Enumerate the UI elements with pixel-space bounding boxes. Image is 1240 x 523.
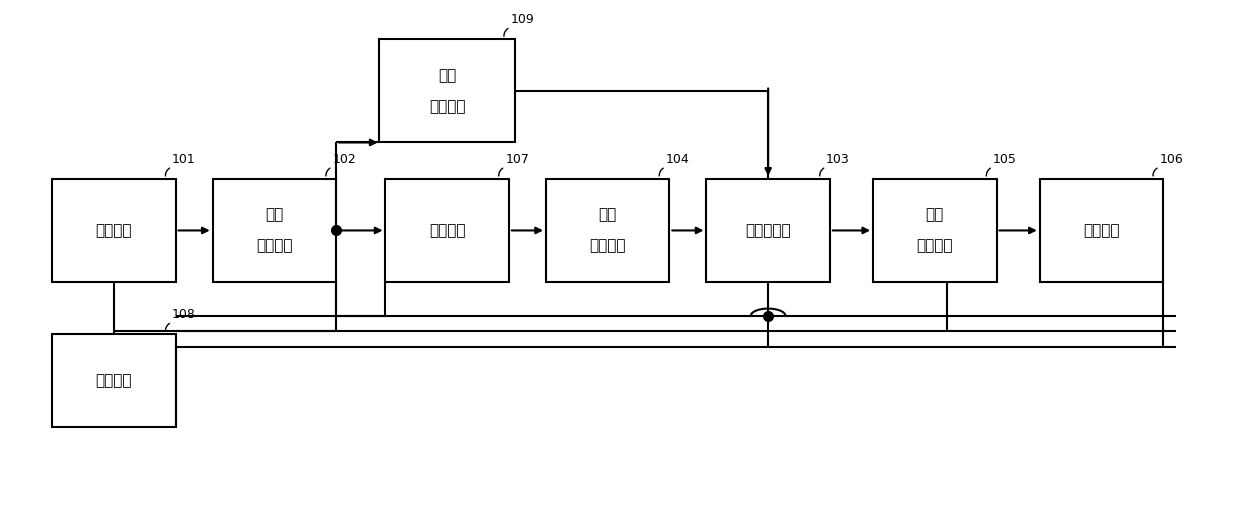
Text: 开关模块: 开关模块 [257,238,293,254]
Bar [212,179,336,282]
Bar [379,39,515,142]
Bar [873,179,997,282]
Text: 103: 103 [826,153,849,166]
Text: 控制模块: 控制模块 [95,373,133,388]
Text: 单向: 单向 [438,67,456,83]
Text: 第二: 第二 [925,208,944,222]
Bar [707,179,830,282]
Bar [546,179,670,282]
Bar [386,179,508,282]
Text: 105: 105 [993,153,1017,166]
Text: 109: 109 [511,13,534,26]
Text: 三相: 三相 [599,208,616,222]
Text: 108: 108 [172,308,196,321]
Text: 107: 107 [505,153,529,166]
Bar [52,334,176,427]
Text: 供电模块: 供电模块 [95,223,133,238]
Text: 动力电池: 动力电池 [1084,223,1120,238]
Text: 106: 106 [1159,153,1183,166]
Text: 开关模块: 开关模块 [916,238,954,254]
Text: 交流电机: 交流电机 [589,238,626,254]
Text: 导通模块: 导通模块 [429,99,465,114]
Bar [1039,179,1163,282]
Text: 第一: 第一 [265,208,284,222]
Text: 102: 102 [332,153,356,166]
Text: 104: 104 [666,153,689,166]
Text: 101: 101 [172,153,196,166]
Bar [52,179,176,282]
Text: 三相逆变器: 三相逆变器 [745,223,791,238]
Text: 储能模块: 储能模块 [429,223,465,238]
